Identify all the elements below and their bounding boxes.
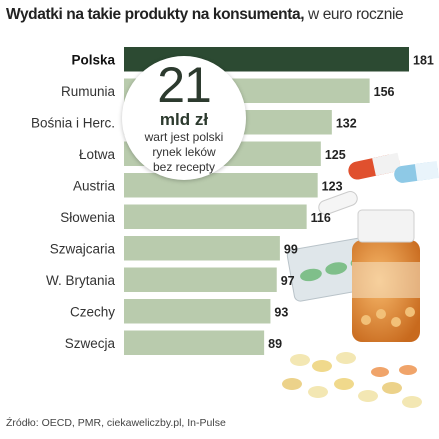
value-label-8: 93 xyxy=(274,305,288,319)
category-label-9: Szwecja xyxy=(65,336,116,351)
bar-6 xyxy=(124,236,280,261)
category-label-4: Austria xyxy=(73,178,116,193)
bar-4 xyxy=(124,173,318,198)
bar-5 xyxy=(124,204,307,229)
chart-title: Wydatki na takie produkty na konsumenta,… xyxy=(6,6,436,24)
value-label-9: 89 xyxy=(268,337,282,351)
bar-8 xyxy=(124,299,271,324)
category-label-0: Polska xyxy=(71,52,115,67)
category-label-1: Rumunia xyxy=(61,84,116,99)
callout-unit: mld zł xyxy=(159,110,209,129)
bar-9 xyxy=(124,330,265,355)
callout-line-3: bez recepty xyxy=(152,160,216,174)
value-label-5: 116 xyxy=(311,211,331,225)
pill-bottle-icon xyxy=(352,209,420,342)
value-label-3: 125 xyxy=(325,148,346,162)
source-note: Źródło: OECD, PMR, ciekaweliczby.pl, In-… xyxy=(6,417,226,429)
category-label-2: Bośnia i Herc. xyxy=(31,115,115,130)
category-label-6: Szwajcaria xyxy=(50,241,116,256)
value-label-6: 99 xyxy=(284,242,298,256)
medicine-illustration xyxy=(282,152,439,408)
bars-group: Polska 181 Rumunia 156 Bośnia i Herc. 132 Łotw… xyxy=(31,47,434,355)
value-label-2: 132 xyxy=(336,116,357,130)
market-callout: 21 mld zł wart jest polski rynek leków b… xyxy=(122,56,246,180)
value-label-4: 123 xyxy=(322,179,343,193)
value-label-7: 97 xyxy=(281,274,295,288)
callout-line-2: rynek leków xyxy=(152,145,216,159)
value-label-1: 156 xyxy=(374,85,395,99)
bar-7 xyxy=(124,267,277,292)
title-bold: Wydatki na takie produkty na konsumenta, xyxy=(6,6,305,23)
value-label-0: 181 xyxy=(413,53,434,67)
category-label-7: W. Brytania xyxy=(46,273,116,288)
title-light: w euro rocznie xyxy=(304,6,404,23)
tablet-icon xyxy=(282,352,422,408)
callout-line-1: wart jest polski xyxy=(144,130,224,144)
callout-number: 21 xyxy=(157,57,212,113)
category-label-8: Czechy xyxy=(70,304,115,319)
category-label-5: Słowenia xyxy=(60,210,115,225)
category-label-3: Łotwa xyxy=(79,147,116,162)
capsule-icon xyxy=(318,152,439,215)
